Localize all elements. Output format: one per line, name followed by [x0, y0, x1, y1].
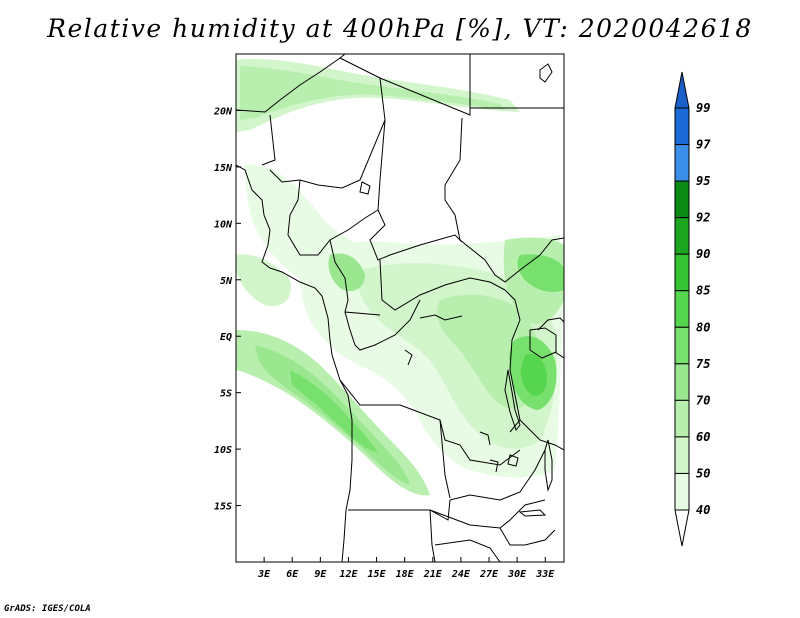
colorbar-segment [674, 253, 690, 292]
lat-label: EQ [220, 332, 232, 343]
border-chad-car [369, 119, 463, 261]
colorbar-label: 85 [696, 284, 710, 298]
lon-label: 18E [396, 569, 415, 580]
humidity-patch-congo [328, 253, 365, 292]
colorbar-segment [674, 399, 690, 438]
colorbar-label: 99 [696, 101, 710, 115]
border-congo-drc [344, 299, 421, 351]
border-egypt-sudan [469, 54, 564, 109]
lon-label: 6E [286, 569, 299, 580]
colorbar-segment [674, 436, 690, 474]
border-botswana-south [434, 539, 501, 562]
lon-label: 12E [339, 569, 358, 580]
colorbar-top-arrow [674, 71, 690, 109]
humidity-band-atlantic-core [290, 370, 378, 452]
colorbar-label: 95 [696, 174, 710, 188]
lat-label: 10N [214, 219, 233, 230]
coastline [236, 164, 353, 562]
border-nigeria [287, 179, 379, 256]
grads-credit: GrADS: IGES/COLA [4, 604, 91, 614]
lat-label: 15S [214, 502, 232, 513]
river-congo-4 [489, 459, 499, 473]
border-drc-uganda [504, 289, 521, 433]
border-drc-angola [339, 379, 521, 466]
lat-label: 10S [214, 445, 232, 456]
lake-kariba [518, 509, 547, 517]
lat-label: 15N [214, 163, 233, 174]
colorbar-segment [674, 217, 690, 255]
colorbar-label: 90 [696, 247, 710, 261]
river-congo-1 [419, 314, 463, 321]
lon-label: 9E [314, 569, 327, 580]
humidity-core-east-inner [520, 353, 548, 396]
colorbar-segment [674, 290, 690, 328]
lon-label: 33E [535, 569, 555, 580]
colorbar-label: 92 [696, 211, 710, 225]
lake-chad [359, 181, 371, 195]
colorbar-label: 80 [696, 320, 710, 334]
border-uganda-kenya [537, 317, 564, 331]
lon-label: 24E [451, 569, 471, 580]
colorbar-label: 40 [696, 503, 710, 517]
colorbar-label: 75 [696, 357, 710, 371]
colorbar-bottom-arrow [674, 509, 690, 547]
longitude-axis: 3E 6E 9E 12E 15E 18E 21E 24E 27E 30E 33E [257, 557, 555, 580]
colorbar-label: 50 [696, 466, 710, 480]
lon-label: 15E [368, 569, 387, 580]
colorbar-segment [674, 107, 690, 146]
border-kenya-tanzania [554, 351, 564, 359]
country-borders [236, 54, 564, 562]
chart-title: Relative humidity at 400hPa [%], VT: 202… [47, 14, 753, 43]
border-namibia-botswana [429, 509, 436, 562]
lake-mweru [507, 454, 519, 467]
river-congo-2 [404, 349, 413, 366]
humidity-patch-west-coast [236, 254, 291, 307]
river-congo-3 [479, 431, 491, 446]
border-niger-chad [269, 57, 386, 189]
border-sudan-chad [444, 117, 463, 241]
humidity-band-sahara-core [240, 66, 505, 120]
border-cameroon [329, 239, 381, 316]
colorbar-segment [674, 144, 690, 182]
lat-label: 5N [220, 276, 233, 287]
lake-malawi [544, 439, 553, 492]
map-frame [235, 53, 565, 563]
colorbar-label: 70 [696, 393, 710, 407]
lake-victoria [529, 327, 557, 359]
border-angola-south [348, 494, 471, 521]
colorbar-segment [674, 472, 690, 511]
border-car-drc [379, 259, 506, 311]
lat-label: 5S [220, 389, 232, 400]
colorbar-segment [674, 363, 690, 401]
lon-label: 27E [479, 569, 499, 580]
border-mali-niger [261, 114, 276, 166]
lon-label: 21E [423, 569, 443, 580]
colorbar-segment [674, 180, 690, 219]
lon-label: 30E [507, 569, 527, 580]
humidity-shading [236, 59, 564, 496]
border-angola-zambia [439, 419, 451, 499]
lon-label: 3E [257, 569, 271, 580]
border-zimbabwe-south [499, 527, 556, 546]
colorbar-segment [674, 326, 690, 365]
border-zambia-zimbabwe [429, 499, 546, 529]
colorbar-label: 97 [696, 138, 711, 152]
sinai [539, 63, 553, 83]
colorbar: 99 97 95 92 90 85 80 75 70 60 50 40 [674, 71, 711, 547]
border-sudan-south [459, 237, 564, 283]
colorbar-label: 60 [696, 430, 710, 444]
lake-tanganyika [504, 369, 521, 432]
latitude-axis: 20N 15N 10N 5N EQ 5S 10S 15S [213, 106, 241, 513]
border-zambia-east [469, 449, 546, 501]
lat-label: 20N [213, 106, 233, 117]
